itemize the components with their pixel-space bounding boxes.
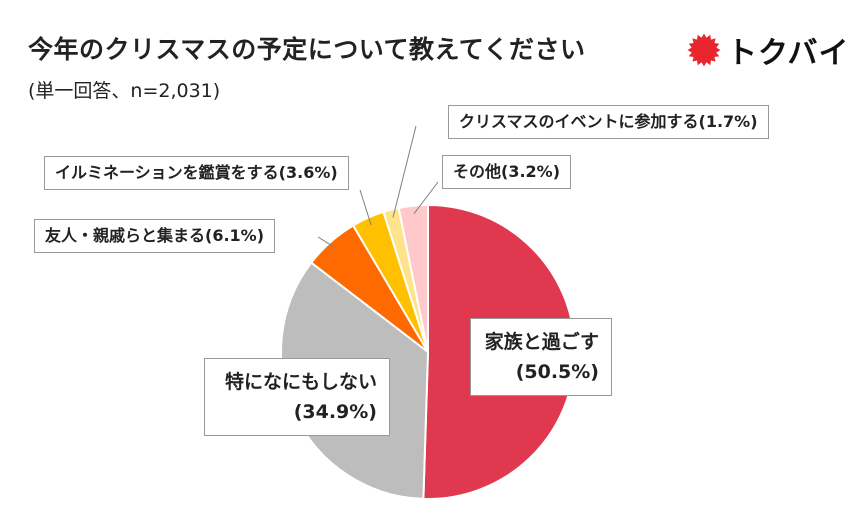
pie-slice-other (397, 203, 429, 353)
callout-illumination: イルミネーションを鑑賞をする(3.6%) (44, 156, 349, 190)
logo-text: トクバイ (727, 36, 850, 71)
callout-event: クリスマスのイベントに参加する(1.7%) (448, 105, 769, 139)
callout-family: 家族と過ごす (50.5%) (470, 318, 612, 396)
callout-other: その他(3.2%) (442, 155, 572, 189)
leader-line-friends (317, 236, 337, 249)
chart-title: 今年のクリスマスの予定について教えてください (28, 35, 586, 64)
callout-nothing: 特になにもしない (34.9%) (204, 358, 390, 436)
callout-family-pct: (50.5%) (515, 361, 599, 383)
callout-nothing-pct: (34.9%) (293, 401, 377, 423)
brand-logo: トクバイ (687, 30, 850, 71)
leader-line-illumination (359, 189, 372, 226)
chart-subtitle: (単一回答、n=2,031) (28, 80, 221, 102)
callout-friends: 友人・親戚らと集まる(6.1%) (34, 219, 276, 253)
red-sunburst-icon (687, 33, 721, 67)
callout-nothing-label: 特になにもしない (224, 371, 377, 393)
leader-line-event (392, 125, 417, 218)
leader-line-other (413, 181, 439, 215)
callout-family-label: 家族と過ごす (484, 331, 599, 353)
